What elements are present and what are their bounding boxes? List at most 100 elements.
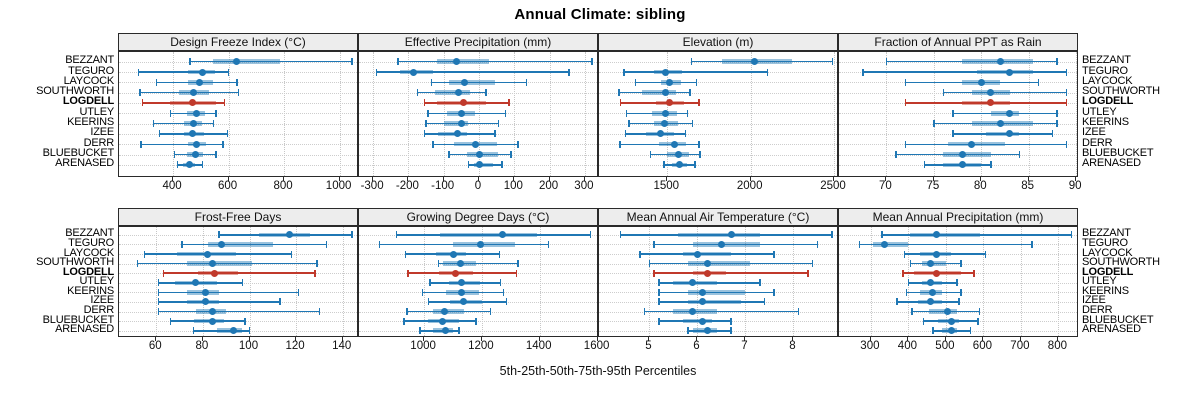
whisker-line [428,301,507,303]
median-dot [727,231,735,239]
median-dot [689,279,697,287]
interquartile-band [872,242,909,247]
median-dot [968,140,976,148]
median-dot [698,298,706,306]
median-dot [751,58,759,66]
whisker-cap [990,161,992,169]
panel-mean-annual-air-temperature-c [598,226,838,337]
panel-design-freeze-index-c [118,51,358,177]
median-dot [452,58,460,66]
whisker-cap [318,308,321,315]
whisker-cap [977,317,979,325]
whisker-cap [248,327,251,335]
whisker-line [189,60,353,63]
median-dot [698,288,706,296]
median-dot [208,317,216,325]
whisker-cap [862,68,864,76]
whisker-cap [1056,120,1058,128]
interquartile-band [436,59,490,64]
x-axis-tick [944,337,946,341]
median-dot [201,298,209,306]
whisker-cap [505,298,508,306]
whisker-cap [811,260,814,268]
x-axis-tick-label: -200 [395,180,419,192]
interquartile-band [683,251,731,257]
whisker-cap [816,240,819,248]
median-dot [996,120,1004,128]
panel-mean-annual-precipitation-mm [838,226,1078,337]
interquartile-band [213,59,280,64]
median-dot [958,151,966,158]
whisker-cap [903,250,906,258]
x-axis-tick-label: 7 [741,340,748,352]
median-dot [657,130,665,138]
whisker-cap [624,130,627,138]
vertical-gridline [793,227,795,336]
panel-growing-degree-days-c [358,226,598,337]
x-axis-tick-label: 140 [332,340,352,352]
vertical-gridline [296,227,298,336]
whisker-cap [485,89,487,97]
median-dot [662,89,670,97]
median-dot [675,161,683,169]
median-dot [929,288,937,296]
x-axis-tick [248,337,250,341]
whisker-cap [686,109,689,117]
median-dot [1006,130,1014,138]
median-dot [455,89,463,97]
whisker-cap [907,279,910,287]
whisker-cap [619,140,621,148]
median-dot [933,269,940,277]
median-dot [204,250,211,258]
whisker-line [659,320,731,322]
panel-strip-title: Fraction of Annual PPT as Rain [874,35,1042,49]
whisker-cap [517,140,519,148]
x-axis-tick [172,177,174,181]
whisker-cap [508,99,510,107]
whisker-line [158,282,243,284]
whisker-line [659,291,775,294]
vertical-gridline [481,227,483,336]
whisker-line [619,143,699,145]
site-label-teguro: TEGURO [68,236,114,249]
interquartile-band [432,309,465,314]
whisker-cap [973,269,975,277]
interquartile-band [683,318,712,324]
whisker-line [905,81,1039,83]
whisker-cap [648,260,651,268]
x-axis-tick-label: 2000 [736,180,763,192]
horizontal-gridline [119,133,357,135]
horizontal-gridline [839,282,1077,284]
site-label-izee: IZEE [1082,126,1106,139]
median-dot [442,327,450,335]
whisker-cap [157,308,160,315]
whisker-cap [236,78,238,86]
interquartile-band [258,232,311,238]
horizontal-gridline [359,330,597,332]
whisker-cap [904,140,907,148]
site-label-bluebucket: BLUEBUCKET [1082,147,1154,159]
median-dot [662,68,670,76]
site-label-laycock: LAYCOCK [63,246,115,259]
whisker-cap [351,58,353,66]
whisker-line [438,262,518,265]
median-dot [211,269,218,277]
x-axis-tick [1057,337,1059,341]
interquartile-band [438,131,467,137]
whisker-cap [162,269,164,277]
site-label-bezzant: BEZZANT [1082,227,1131,240]
whisker-cap [421,288,424,296]
whisker-cap [423,99,425,107]
x-axis-tick-label: 1000 [325,180,352,192]
whisker-line [626,112,688,114]
whisker-cap [143,250,146,258]
median-dot [703,269,711,277]
x-axis-tick-label: -300 [360,180,384,192]
horizontal-gridline [119,154,357,156]
x-axis-tick-label: 800 [1047,340,1067,352]
interquartile-band [687,261,751,266]
whisker-line [905,102,1067,104]
site-label-laycock: LAYCOCK [63,74,115,87]
median-dot [1006,109,1014,117]
whisker-line [468,164,502,166]
